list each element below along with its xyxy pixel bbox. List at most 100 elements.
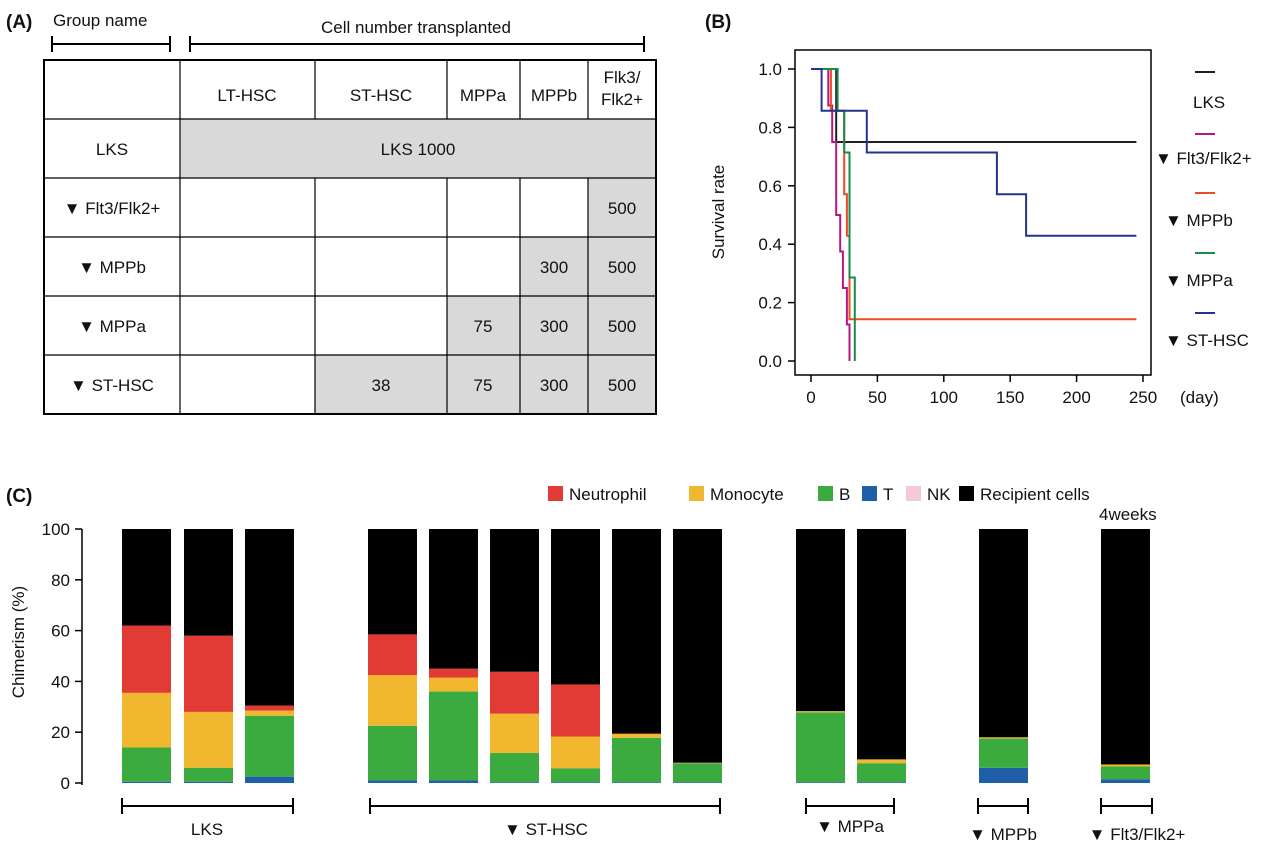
table-cell: 300	[540, 258, 568, 277]
chimerism-y-tick-label: 80	[51, 571, 70, 590]
legend-label-neutrophil: Neutrophil	[569, 485, 647, 504]
segment-t	[429, 780, 478, 783]
survival-x-tick-label: 50	[868, 388, 887, 407]
segment-recipient	[551, 529, 600, 685]
segment-b	[979, 738, 1028, 768]
cell-number-bracket	[189, 36, 645, 52]
legend-label-flt3: ▼ Flt3/Flk2+	[1155, 149, 1252, 168]
row-label-lks: LKS	[96, 140, 128, 159]
segment-monocyte	[551, 736, 600, 769]
table-cell: 300	[540, 376, 568, 395]
col-header-flk2: Flk2+	[601, 90, 643, 109]
legend-label-mppb: ▼ MPPb	[1165, 211, 1233, 230]
segment-t	[368, 780, 417, 783]
transplant-table: Group name Cell number transplanted	[43, 11, 657, 415]
group-label-flt3: ▼ Flt3/Flk2+	[1089, 825, 1186, 844]
segment-monocyte	[429, 677, 478, 692]
segment-neutrophil	[612, 733, 661, 734]
cell-number-header: Cell number transplanted	[321, 18, 511, 37]
row-label-flt3: ▼ Flt3/Flk2+	[64, 199, 161, 218]
segment-monocyte	[796, 711, 845, 713]
segment-recipient	[796, 529, 845, 712]
chimerism-bar	[979, 529, 1028, 783]
col-header-flk3: Flk3/	[604, 68, 641, 87]
chimerism-y-tick-label: 100	[42, 520, 70, 539]
legend-swatch-recipient	[959, 486, 974, 501]
table-cell: 500	[608, 376, 636, 395]
survival-chart: Survival rate (day) 0 50 100 150 200 250 0.0 0.…	[709, 49, 1252, 407]
survival-plot-frame	[794, 49, 1152, 376]
legend-label-b: B	[839, 485, 850, 504]
segment-b	[673, 763, 722, 783]
segment-monocyte	[857, 759, 906, 764]
segment-monocyte	[184, 711, 233, 768]
chimerism-bar	[245, 529, 294, 783]
chimerism-y-tick-label: 20	[51, 723, 70, 742]
table-cell: 300	[540, 317, 568, 336]
table-cell: 75	[474, 376, 493, 395]
segment-b	[796, 712, 845, 783]
chimerism-legend: Neutrophil Monocyte B T NK Recipient cel…	[548, 485, 1090, 504]
legend-swatch-monocyte	[689, 486, 704, 501]
segment-neutrophil	[490, 671, 539, 714]
panel-label-b: (B)	[705, 12, 731, 33]
chimerism-bar	[857, 529, 906, 783]
segment-b	[429, 691, 478, 781]
segment-t	[551, 782, 600, 783]
survival-y-tick-label: 0.6	[758, 177, 782, 196]
survival-line-sthsc	[811, 68, 1137, 237]
survival-y-tick-label: 0.2	[758, 294, 782, 313]
segment-b	[368, 725, 417, 781]
row-label-mppb: ▼ MPPb	[78, 258, 146, 277]
col-header-mppb: MPPb	[531, 86, 577, 105]
panel-label-a: (A)	[6, 12, 32, 33]
chimerism-bar	[184, 529, 233, 783]
chimerism-bar	[673, 529, 722, 783]
segment-recipient	[184, 529, 233, 636]
survival-x-tick-label: 200	[1062, 388, 1090, 407]
segment-monocyte	[673, 762, 722, 764]
survival-x-tick-label: 250	[1129, 388, 1157, 407]
table-cell: 500	[608, 199, 636, 218]
col-header-lt-hsc: LT-HSC	[217, 86, 276, 105]
legend-swatch-neutrophil	[548, 486, 563, 501]
legend-label-t: T	[883, 485, 893, 504]
survival-x-tick-label: 100	[930, 388, 958, 407]
survival-line-mppb	[811, 68, 1137, 321]
segment-monocyte	[490, 713, 539, 754]
segment-recipient	[429, 529, 478, 669]
legend-label-lks: LKS	[1193, 93, 1225, 112]
lks-span-cell: LKS 1000	[381, 140, 456, 159]
legend-swatch-t	[862, 486, 877, 501]
segment-monocyte	[979, 737, 1028, 739]
table-fills	[180, 119, 656, 414]
segment-t	[490, 782, 539, 783]
survival-line-mppa	[811, 68, 856, 361]
legend-label-mppa: ▼ MPPa	[1165, 271, 1233, 290]
segment-monocyte	[1101, 764, 1150, 767]
segment-b	[184, 767, 233, 782]
chimerism-ylabel: Chimerism (%)	[9, 586, 28, 698]
legend-swatch-nk	[906, 486, 921, 501]
segment-neutrophil	[245, 705, 294, 711]
segment-monocyte	[245, 710, 294, 716]
legend-label-nk: NK	[927, 485, 951, 504]
segment-b	[551, 768, 600, 783]
segment-monocyte	[368, 675, 417, 726]
segment-recipient	[368, 529, 417, 635]
survival-x-tick-label: 150	[996, 388, 1024, 407]
survival-y-tick-label: 1.0	[758, 60, 782, 79]
row-label-mppa: ▼ MPPa	[78, 317, 146, 336]
segment-recipient	[673, 529, 722, 763]
group-name-header: Group name	[53, 11, 148, 30]
time-label: 4weeks	[1099, 505, 1157, 524]
segment-t	[1101, 779, 1150, 783]
segment-recipient	[1101, 529, 1150, 765]
legend-label-monocyte: Monocyte	[710, 485, 784, 504]
segment-t	[796, 782, 845, 783]
chimerism-y-tick-label: 60	[51, 622, 70, 641]
segment-recipient	[490, 529, 539, 672]
segment-b	[612, 737, 661, 783]
col-header-mppa: MPPa	[460, 86, 507, 105]
